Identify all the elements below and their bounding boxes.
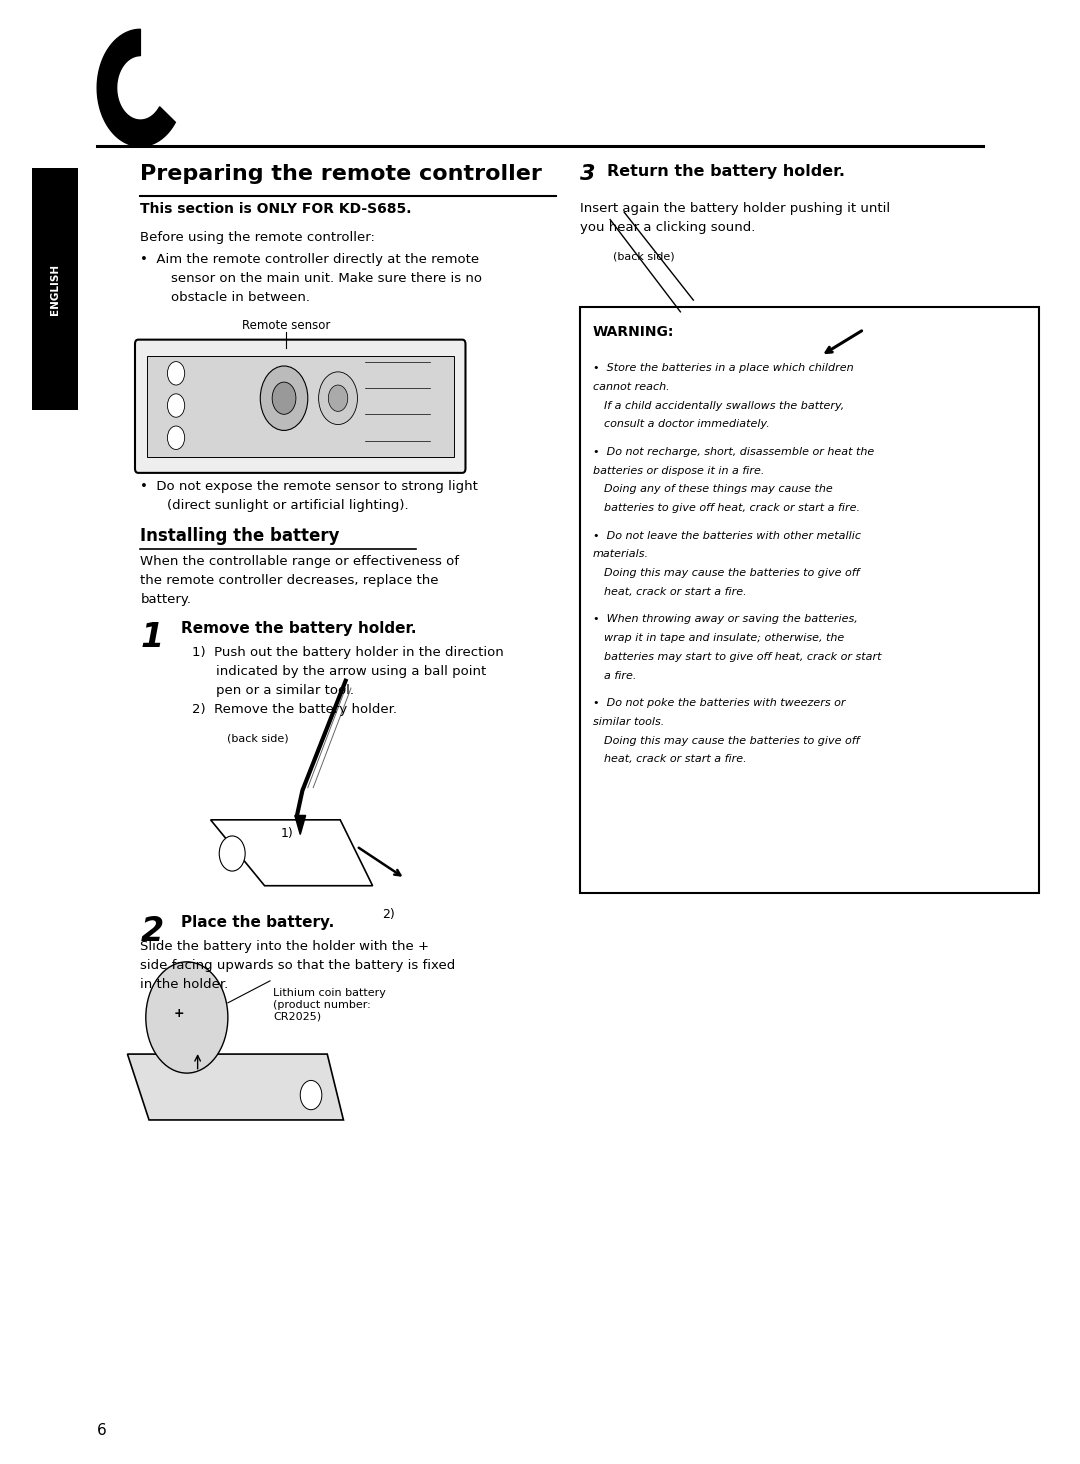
Text: the remote controller decreases, replace the: the remote controller decreases, replace… bbox=[140, 574, 438, 587]
Text: materials.: materials. bbox=[593, 549, 649, 559]
Circle shape bbox=[272, 382, 296, 414]
Text: If a child accidentally swallows the battery,: If a child accidentally swallows the bat… bbox=[604, 401, 843, 410]
Text: batteries to give off heat, crack or start a fire.: batteries to give off heat, crack or sta… bbox=[604, 504, 860, 512]
Text: you hear a clicking sound.: you hear a clicking sound. bbox=[580, 221, 755, 234]
Text: Doing this may cause the batteries to give off: Doing this may cause the batteries to gi… bbox=[604, 735, 860, 745]
Text: •  Do not leave the batteries with other metallic: • Do not leave the batteries with other … bbox=[593, 530, 861, 540]
Text: Before using the remote controller:: Before using the remote controller: bbox=[140, 231, 375, 244]
Text: heat, crack or start a fire.: heat, crack or start a fire. bbox=[604, 754, 746, 764]
Text: battery.: battery. bbox=[140, 593, 191, 606]
Bar bbox=[147, 356, 454, 457]
Text: Remove the battery holder.: Remove the battery holder. bbox=[181, 621, 417, 635]
Text: heat, crack or start a fire.: heat, crack or start a fire. bbox=[604, 587, 746, 597]
Text: When the controllable range or effectiveness of: When the controllable range or effective… bbox=[140, 555, 459, 568]
Text: Doing this may cause the batteries to give off: Doing this may cause the batteries to gi… bbox=[604, 568, 860, 578]
Circle shape bbox=[167, 362, 185, 385]
Polygon shape bbox=[211, 820, 373, 886]
Text: 2)  Remove the battery holder.: 2) Remove the battery holder. bbox=[192, 703, 397, 716]
Text: •  Aim the remote controller directly at the remote: • Aim the remote controller directly at … bbox=[140, 253, 480, 266]
Text: Installing the battery: Installing the battery bbox=[140, 527, 340, 545]
Circle shape bbox=[260, 366, 308, 430]
Circle shape bbox=[167, 394, 185, 417]
Text: •  Store the batteries in a place which children: • Store the batteries in a place which c… bbox=[593, 363, 853, 373]
FancyBboxPatch shape bbox=[135, 340, 465, 473]
Bar bbox=[32, 168, 78, 410]
Circle shape bbox=[328, 385, 348, 411]
Text: WARNING:: WARNING: bbox=[593, 325, 674, 340]
Text: consult a doctor immediately.: consult a doctor immediately. bbox=[604, 419, 769, 429]
Text: sensor on the main unit. Make sure there is no: sensor on the main unit. Make sure there… bbox=[171, 272, 482, 285]
Text: (back side): (back side) bbox=[613, 252, 675, 262]
Text: indicated by the arrow using a ball point: indicated by the arrow using a ball poin… bbox=[216, 665, 486, 678]
Polygon shape bbox=[295, 815, 306, 834]
Text: Insert again the battery holder pushing it until: Insert again the battery holder pushing … bbox=[580, 202, 890, 215]
Text: ENGLISH: ENGLISH bbox=[50, 264, 60, 315]
Text: wrap it in tape and insulate; otherwise, the: wrap it in tape and insulate; otherwise,… bbox=[604, 632, 843, 643]
Text: (direct sunlight or artificial lighting).: (direct sunlight or artificial lighting)… bbox=[167, 499, 409, 512]
Text: +: + bbox=[174, 1007, 185, 1019]
Circle shape bbox=[167, 426, 185, 449]
Circle shape bbox=[146, 962, 228, 1073]
Text: 1: 1 bbox=[140, 621, 164, 654]
Polygon shape bbox=[648, 315, 794, 385]
Text: 6: 6 bbox=[97, 1423, 107, 1438]
Circle shape bbox=[219, 836, 245, 871]
Text: batteries may start to give off heat, crack or start: batteries may start to give off heat, cr… bbox=[604, 651, 881, 662]
Text: similar tools.: similar tools. bbox=[593, 717, 664, 726]
Text: Slide the battery into the holder with the +: Slide the battery into the holder with t… bbox=[140, 940, 430, 953]
Text: •  When throwing away or saving the batteries,: • When throwing away or saving the batte… bbox=[593, 615, 858, 624]
Text: •  Do not expose the remote sensor to strong light: • Do not expose the remote sensor to str… bbox=[140, 480, 478, 493]
Polygon shape bbox=[97, 29, 175, 146]
Text: 1): 1) bbox=[281, 827, 294, 840]
Circle shape bbox=[300, 1080, 322, 1110]
Text: •  Do not poke the batteries with tweezers or: • Do not poke the batteries with tweezer… bbox=[593, 698, 846, 709]
Text: This section is ONLY FOR KD-S685.: This section is ONLY FOR KD-S685. bbox=[140, 202, 411, 217]
Text: Remote sensor: Remote sensor bbox=[242, 319, 330, 332]
Bar bbox=[580, 307, 1039, 893]
Text: side facing upwards so that the battery is fixed: side facing upwards so that the battery … bbox=[140, 959, 456, 972]
Text: batteries or dispose it in a fire.: batteries or dispose it in a fire. bbox=[593, 466, 765, 476]
Text: in the holder.: in the holder. bbox=[140, 978, 229, 991]
Text: Doing any of these things may cause the: Doing any of these things may cause the bbox=[604, 485, 833, 495]
Text: obstacle in between.: obstacle in between. bbox=[171, 291, 310, 305]
Text: Return the battery holder.: Return the battery holder. bbox=[607, 164, 845, 179]
Polygon shape bbox=[127, 1054, 343, 1120]
Text: a fire.: a fire. bbox=[604, 671, 636, 681]
Text: 2: 2 bbox=[140, 915, 164, 949]
Text: Preparing the remote controller: Preparing the remote controller bbox=[140, 164, 542, 184]
Circle shape bbox=[657, 334, 683, 369]
Text: pen or a similar tool.: pen or a similar tool. bbox=[216, 684, 354, 697]
Text: 1)  Push out the battery holder in the direction: 1) Push out the battery holder in the di… bbox=[192, 646, 504, 659]
Text: 2): 2) bbox=[382, 908, 395, 921]
Text: (back side): (back side) bbox=[227, 733, 288, 744]
Text: Place the battery.: Place the battery. bbox=[181, 915, 335, 930]
Circle shape bbox=[319, 372, 357, 425]
Text: Lithium coin battery
(product number:
CR2025): Lithium coin battery (product number: CR… bbox=[273, 988, 387, 1022]
Text: 3: 3 bbox=[580, 164, 595, 184]
Text: •  Do not recharge, short, disassemble or heat the: • Do not recharge, short, disassemble or… bbox=[593, 447, 874, 457]
Text: cannot reach.: cannot reach. bbox=[593, 382, 670, 392]
